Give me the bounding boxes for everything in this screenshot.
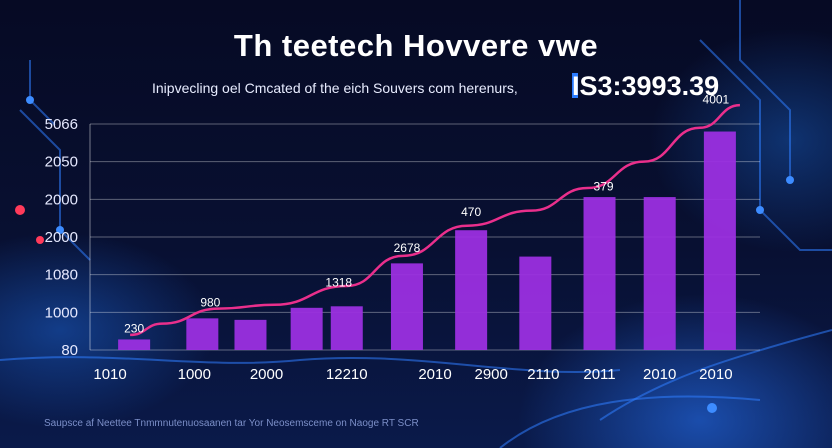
source-footnote: Saupsce af Neettee Tnmmnutenuosaanen tar… (44, 418, 419, 429)
bar (234, 319, 267, 350)
bar (186, 318, 219, 350)
data-label: 980 (200, 295, 220, 309)
data-label: 2678 (394, 241, 421, 255)
y-tick-label: 2050 (45, 154, 78, 171)
chart-title: Th teetech Hovvere vwe (233, 28, 599, 63)
x-tick-label: 2110 (527, 366, 559, 383)
x-tick-label: 1000 (178, 366, 211, 383)
data-label: 230 (124, 322, 144, 336)
bar (118, 339, 151, 350)
x-tick-label: 2011 (583, 366, 615, 383)
bar (290, 307, 323, 350)
y-tick-label: 80 (61, 342, 78, 359)
bar (330, 306, 363, 350)
red-light (36, 236, 44, 244)
data-label: 470 (461, 205, 481, 219)
circuit-line (499, 395, 761, 448)
data-label: 4001 (703, 93, 730, 107)
y-tick-label: 2000 (45, 229, 78, 246)
circuit-node (56, 226, 64, 234)
bar (519, 256, 552, 350)
y-tick-label: 5066 (45, 116, 78, 133)
bar (455, 230, 488, 350)
trend-line (130, 103, 741, 337)
bar (583, 197, 616, 350)
bar (703, 131, 736, 350)
x-tick-label: 12210 (326, 366, 368, 383)
y-tick-label: 1080 (45, 267, 78, 284)
red-light (15, 205, 25, 215)
data-label: 1318 (325, 276, 352, 290)
x-tick-label: 1010 (93, 366, 126, 383)
value-accent-bar (572, 73, 578, 98)
y-tick-label: 2000 (45, 191, 78, 208)
circuit-node (26, 96, 34, 104)
chart-subtitle: Inipvecling oel Cmcated of the eich Souv… (152, 80, 518, 96)
data-label: 379 (594, 179, 614, 193)
x-tick-label: 2010 (699, 366, 732, 383)
x-tick-label: 2000 (250, 366, 283, 383)
circuit-node (756, 206, 764, 214)
y-tick-label: 1000 (45, 304, 78, 321)
circuit-line (739, 0, 791, 180)
x-tick-label: 2900 (475, 366, 508, 383)
bar (643, 197, 676, 350)
x-tick-label: 2010 (643, 366, 676, 383)
x-tick-label: 2010 (418, 366, 451, 383)
circuit-line (19, 109, 91, 261)
bar (390, 263, 423, 350)
circuit-node (707, 403, 717, 413)
headline-value: IS3:3993.39 (572, 71, 720, 101)
circuit-line (599, 329, 832, 421)
circuit-node (786, 176, 794, 184)
circuit-line (0, 356, 621, 374)
